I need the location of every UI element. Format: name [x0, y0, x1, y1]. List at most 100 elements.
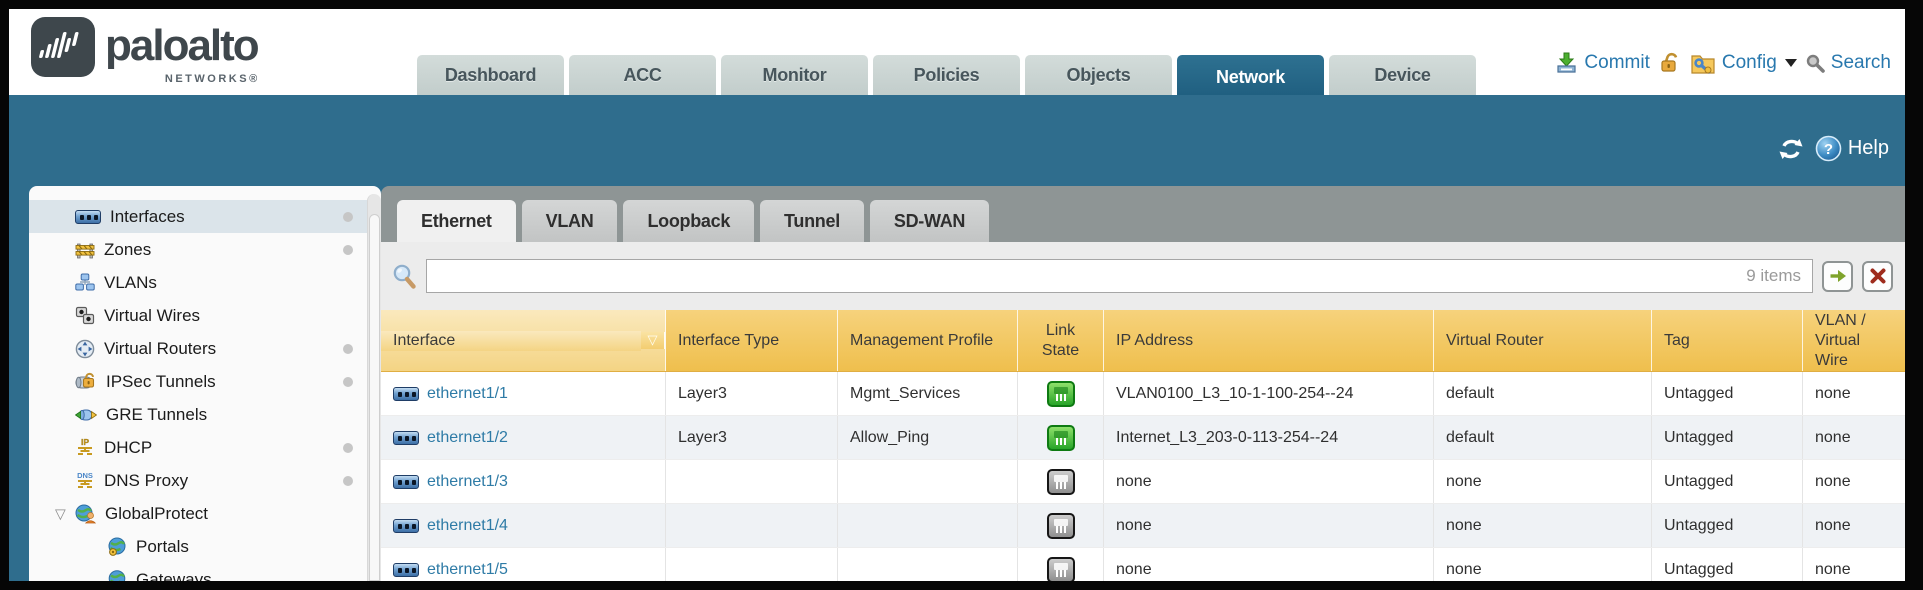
sidebar-item-gre-tunnels[interactable]: GRE Tunnels: [29, 398, 381, 431]
column-header-vlan-wire[interactable]: VLAN / Virtual Wire: [1815, 311, 1866, 369]
chevron-down-icon: [1784, 59, 1797, 67]
sidebar-item-virtual-wires[interactable]: Virtual Wires: [29, 299, 381, 332]
sidebar-item-interfaces[interactable]: Interfaces: [29, 200, 381, 233]
interfaces-table: Interface ▽ Interface Type Management Pr…: [381, 310, 1905, 581]
apply-filter-button[interactable]: [1822, 260, 1853, 292]
refresh-icon[interactable]: [1777, 136, 1805, 162]
interface-link[interactable]: ethernet1/3: [393, 473, 508, 491]
commit-label: Commit: [1584, 52, 1650, 73]
tab-policies[interactable]: Policies: [873, 55, 1020, 95]
sidebar-item-gateways[interactable]: Gateways: [29, 563, 381, 581]
sidebar-item-zones[interactable]: Zones: [29, 233, 381, 266]
subtab-ethernet[interactable]: Ethernet: [397, 200, 516, 242]
config-menu[interactable]: Config: [1690, 51, 1797, 75]
filter-search-icon: [391, 263, 417, 290]
status-dot: [343, 475, 353, 486]
status-dot: [343, 211, 353, 222]
sidebar: Interfaces Zones: [29, 186, 381, 581]
tab-device[interactable]: Device: [1329, 55, 1476, 95]
portals-icon: [107, 537, 127, 557]
interface-link[interactable]: ethernet1/4: [393, 517, 508, 535]
teal-toolbar: ? Help: [9, 95, 1905, 177]
globalprotect-icon: [75, 504, 96, 524]
search-icon: [1805, 53, 1825, 73]
tab-acc[interactable]: ACC: [569, 55, 716, 95]
help-button[interactable]: ? Help: [1815, 135, 1889, 162]
status-dot: [343, 376, 353, 387]
ipsec-tunnels-icon: [75, 372, 97, 391]
clear-filter-button[interactable]: [1862, 260, 1893, 292]
sidebar-item-label: IPSec Tunnels: [106, 371, 216, 391]
tab-network[interactable]: Network: [1177, 55, 1324, 101]
zones-icon: [75, 241, 95, 259]
sidebar-item-vlans[interactable]: VLANs: [29, 266, 381, 299]
svg-text:DNS: DNS: [77, 471, 93, 480]
link-state-icon: [1046, 468, 1075, 495]
sidebar-item-globalprotect[interactable]: ▽ GlobalProtect: [29, 497, 381, 530]
sidebar-item-dhcp[interactable]: IP DHCP: [29, 431, 381, 464]
filter-bar: 9 items: [381, 242, 1905, 310]
tab-dashboard[interactable]: Dashboard: [417, 55, 564, 95]
sidebar-list: Interfaces Zones: [29, 186, 381, 581]
interface-link[interactable]: ethernet1/1: [393, 385, 508, 403]
tab-objects[interactable]: Objects: [1025, 55, 1172, 95]
sidebar-item-virtual-routers[interactable]: Virtual Routers: [29, 332, 381, 365]
lock-icon[interactable]: [1658, 51, 1682, 75]
virtual-routers-icon: [75, 339, 95, 359]
sidebar-item-dns-proxy[interactable]: DNS DNS Proxy: [29, 464, 381, 497]
sidebar-item-label: VLANs: [104, 272, 157, 292]
gateways-icon: [107, 569, 127, 581]
sidebar-item-label: GRE Tunnels: [106, 404, 208, 424]
commit-button[interactable]: Commit: [1556, 52, 1650, 74]
link-state-icon: [1046, 556, 1075, 581]
app-window: paloalto NETWORKS® Dashboard ACC Monitor…: [9, 9, 1905, 581]
subtab-loopback[interactable]: Loopback: [623, 200, 755, 242]
tab-monitor[interactable]: Monitor: [721, 55, 868, 95]
link-state-icon: [1046, 424, 1075, 451]
sidebar-item-label: Interfaces: [110, 206, 185, 226]
svg-text:IP: IP: [81, 437, 89, 447]
brand-subtitle: NETWORKS®: [164, 73, 260, 85]
sort-triangle-icon: ▽: [647, 332, 658, 348]
sidebar-item-label: Zones: [104, 239, 152, 259]
column-header-management-profile[interactable]: Management Profile: [838, 310, 1018, 371]
sidebar-scrollbar[interactable]: [367, 194, 381, 581]
paloalto-logo: paloalto NETWORKS®: [31, 17, 260, 85]
filter-input[interactable]: [426, 259, 1813, 293]
expand-triangle-icon[interactable]: ▽: [55, 505, 66, 521]
sort-dropdown-button[interactable]: ▽: [641, 332, 665, 349]
column-header-interface-type[interactable]: Interface Type: [666, 310, 838, 371]
column-header-link-state[interactable]: Link State: [1018, 310, 1104, 371]
column-header-virtual-router[interactable]: Virtual Router: [1434, 310, 1652, 371]
table-header-row: Interface ▽ Interface Type Management Pr…: [381, 310, 1905, 372]
clear-filter-x-icon: [1870, 268, 1886, 284]
subtab-tunnel[interactable]: Tunnel: [760, 200, 864, 242]
sidebar-scrollbar-thumb[interactable]: [369, 214, 380, 581]
link-state-icon: [1046, 512, 1075, 539]
subtab-sdwan[interactable]: SD-WAN: [869, 200, 990, 242]
column-header-tag[interactable]: Tag: [1652, 310, 1803, 371]
interface-link[interactable]: ethernet1/5: [393, 561, 508, 579]
column-header-ip-address[interactable]: IP Address: [1104, 310, 1434, 371]
sidebar-item-ipsec-tunnels[interactable]: IPSec Tunnels: [29, 365, 381, 398]
table-row[interactable]: ethernet1/5 none none Untagged none: [381, 548, 1905, 581]
content-area: 9 items: [381, 242, 1905, 581]
table-row[interactable]: ethernet1/4 none none Untagged none: [381, 504, 1905, 548]
sidebar-item-label: Portals: [136, 536, 189, 556]
paloalto-logo-icon: [31, 17, 95, 77]
search-button[interactable]: Search: [1805, 52, 1891, 74]
interface-link[interactable]: ethernet1/2: [393, 429, 508, 447]
subtab-vlan[interactable]: VLAN: [521, 200, 618, 242]
workspace: Interfaces Zones: [9, 177, 1905, 581]
sidebar-item-portals[interactable]: Portals: [29, 530, 381, 563]
table-row[interactable]: ethernet1/1 Layer3 Mgmt_Services VLAN010…: [381, 372, 1905, 416]
table-row[interactable]: ethernet1/2 Layer3 Allow_Ping Internet_L…: [381, 416, 1905, 460]
table-row[interactable]: ethernet1/3 none none Untagged none: [381, 460, 1905, 504]
search-label: Search: [1830, 52, 1891, 73]
main-panel: Ethernet VLAN Loopback Tunnel SD-WAN: [381, 186, 1905, 581]
sidebar-item-label: Virtual Routers: [104, 338, 217, 358]
dhcp-icon: IP: [75, 437, 95, 458]
sidebar-item-label: DNS Proxy: [104, 470, 189, 490]
column-header-interface[interactable]: Interface ▽: [381, 310, 666, 371]
gre-tunnels-icon: [75, 406, 97, 424]
